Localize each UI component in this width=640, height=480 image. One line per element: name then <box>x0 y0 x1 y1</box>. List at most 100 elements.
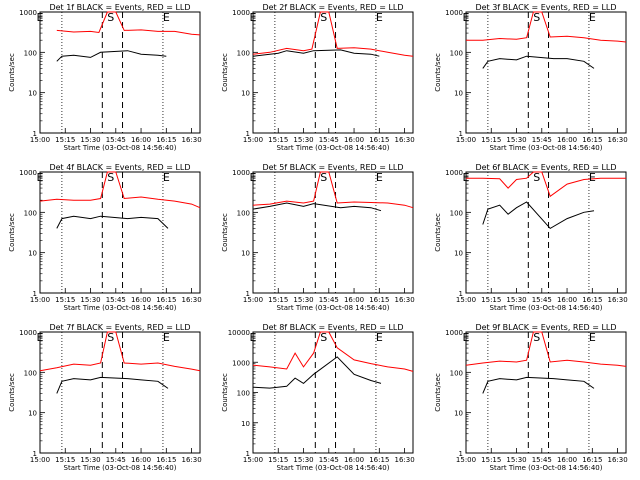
events-series-line <box>482 376 595 394</box>
y-tick-label: 1 <box>246 130 250 138</box>
x-tick-label: 15:45 <box>532 456 552 464</box>
x-tick-label: 16:15 <box>369 296 389 304</box>
y-axis-label: Counts/sec <box>434 373 442 412</box>
panel-det-5: Det 5f BLACK = Events, RED = LLD 1 10 100 10… <box>221 163 415 312</box>
marker-label-s: S <box>107 171 114 184</box>
y-tick-label: 10 <box>454 250 463 258</box>
x-axis-label: Start Time (03-Oct-08 14:56:40) <box>490 304 603 312</box>
x-tick-label: 16:00 <box>344 296 364 304</box>
x-tick-label: 16:00 <box>131 456 151 464</box>
y-tick-label: 10 <box>28 90 37 98</box>
panel-title: Det 6f BLACK = Events, RED = LLD <box>475 163 616 172</box>
panel-det-8: Det 8f BLACK = Events, RED = LLD 1 10 100 10… <box>221 323 415 472</box>
x-tick-label: 16:15 <box>156 296 176 304</box>
panel-title: Det 1f BLACK = Events, RED = LLD <box>49 3 190 12</box>
marker-label-e2: E <box>163 11 170 24</box>
lld-series-line <box>39 171 201 209</box>
marker-label-s: S <box>320 331 327 344</box>
panel-det-7: Det 7f BLACK = Events, RED = LLD 1 10 100 10… <box>8 323 202 472</box>
events-series-line <box>482 55 595 69</box>
y-axis-label: Counts/sec <box>434 213 442 252</box>
y-tick-label: 10000 <box>228 329 250 337</box>
x-tick-label: 15:00 <box>30 136 50 144</box>
x-tick-label: 15:45 <box>106 296 126 304</box>
y-tick-label: 1000 <box>232 9 250 17</box>
x-tick-label: 16:30 <box>181 296 201 304</box>
y-tick-label: 1 <box>33 450 37 458</box>
marker-label-e2: E <box>163 331 170 344</box>
marker-label-e1: E <box>37 171 44 184</box>
x-axis-label: Start Time (03-Oct-08 14:56:40) <box>490 144 603 152</box>
marker-label-e2: E <box>589 171 596 184</box>
x-tick-label: 16:30 <box>181 456 201 464</box>
x-tick-label: 15:30 <box>80 136 100 144</box>
marker-label-e1: E <box>250 11 257 24</box>
x-tick-label: 15:00 <box>456 136 476 144</box>
x-tick-label: 15:45 <box>319 296 339 304</box>
x-tick-label: 15:30 <box>80 296 100 304</box>
marker-label-e1: E <box>463 11 470 24</box>
y-tick-label: 10 <box>28 410 37 418</box>
marker-label-s: S <box>320 11 327 24</box>
x-tick-label: 15:15 <box>268 296 288 304</box>
x-tick-label: 16:15 <box>369 136 389 144</box>
y-axis-label: Counts/sec <box>8 53 16 92</box>
lld-series-line <box>252 331 414 372</box>
marker-label-s: S <box>533 11 540 24</box>
y-tick-label: 1000 <box>232 359 250 367</box>
plot-frame <box>39 171 201 294</box>
x-tick-label: 16:30 <box>181 136 201 144</box>
y-axis-label: Counts/sec <box>221 53 229 92</box>
x-tick-label: 15:15 <box>55 456 75 464</box>
y-tick-label: 100 <box>237 209 250 217</box>
x-tick-label: 15:45 <box>532 296 552 304</box>
panel-title: Det 5f BLACK = Events, RED = LLD <box>262 163 403 172</box>
y-tick-label: 100 <box>450 49 463 57</box>
x-tick-label: 15:00 <box>30 456 50 464</box>
x-tick-label: 15:30 <box>293 456 313 464</box>
x-axis-label: Start Time (03-Oct-08 14:56:40) <box>64 464 177 472</box>
y-tick-label: 100 <box>450 369 463 377</box>
y-tick-label: 10 <box>241 420 250 428</box>
x-tick-label: 16:00 <box>131 296 151 304</box>
x-tick-label: 15:15 <box>268 136 288 144</box>
marker-label-s: S <box>533 171 540 184</box>
x-tick-label: 16:15 <box>582 296 602 304</box>
lld-series-line <box>466 171 626 198</box>
x-axis-label: Start Time (03-Oct-08 14:56:40) <box>277 144 390 152</box>
x-tick-label: 16:00 <box>557 456 577 464</box>
marker-label-e2: E <box>376 11 383 24</box>
lld-series-line <box>252 11 414 57</box>
panel-det-2: Det 2f BLACK = Events, RED = LLD 1 10 100 10… <box>221 3 415 152</box>
y-tick-label: 1000 <box>19 9 37 17</box>
x-tick-label: 15:45 <box>532 136 552 144</box>
plot-frame <box>465 11 627 134</box>
plot-frame <box>465 171 627 294</box>
lld-series-line <box>252 171 414 209</box>
y-tick-label: 1000 <box>19 169 37 177</box>
x-tick-label: 15:45 <box>319 136 339 144</box>
x-tick-label: 15:45 <box>106 456 126 464</box>
panel-title: Det 3f BLACK = Events, RED = LLD <box>475 3 616 12</box>
x-tick-label: 15:30 <box>506 136 526 144</box>
marker-label-s: S <box>320 171 327 184</box>
x-tick-label: 15:15 <box>481 456 501 464</box>
panel-det-4: Det 4f BLACK = Events, RED = LLD 1 10 100 10… <box>8 163 202 312</box>
y-tick-label: 10 <box>454 410 463 418</box>
x-tick-label: 16:15 <box>582 136 602 144</box>
x-tick-label: 15:00 <box>243 296 263 304</box>
events-series-line <box>56 376 169 394</box>
plot-frame <box>252 171 414 294</box>
y-tick-label: 100 <box>237 390 250 398</box>
panel-det-6: Det 6f BLACK = Events, RED = LLD 1 10 100 10… <box>434 163 628 312</box>
panel-det-9: Det 9f BLACK = Events, RED = LLD 1 10 100 10… <box>434 323 628 472</box>
plot-frame <box>465 331 627 454</box>
x-tick-label: 16:30 <box>394 136 414 144</box>
x-tick-label: 16:00 <box>131 136 151 144</box>
lld-series-line <box>465 331 627 367</box>
marker-label-s: S <box>107 11 114 24</box>
marker-label-e2: E <box>163 171 170 184</box>
marker-label-s: S <box>107 331 114 344</box>
marker-label-e1: E <box>250 331 257 344</box>
